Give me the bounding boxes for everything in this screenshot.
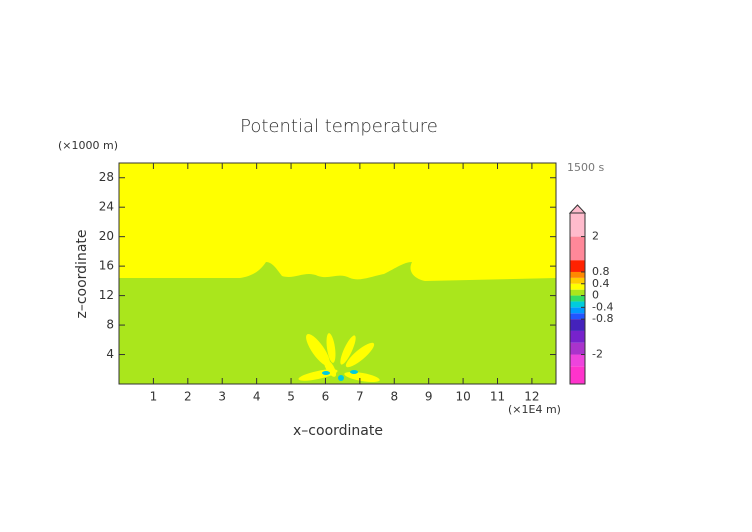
x-tick-label: 5: [287, 390, 295, 404]
colorbar-frame: [569, 212, 586, 385]
colorbar-extend: [568, 204, 587, 214]
y-tick-label: 8: [106, 318, 114, 332]
x-tick-label: 6: [322, 390, 330, 404]
colorbar-band: [570, 213, 585, 237]
colorbar-band: [570, 295, 585, 302]
colorbar-tick-label: -2: [592, 348, 603, 361]
y-tick-label: 24: [99, 200, 114, 214]
x-tick-label: 7: [356, 390, 364, 404]
colorbar-band: [570, 260, 585, 272]
y-tick-label: 12: [99, 288, 114, 302]
colorbar-band: [570, 283, 585, 290]
x-tick-label: 1: [150, 390, 158, 404]
x-tick-label: 2: [184, 390, 192, 404]
x-tick-label: 4: [253, 390, 261, 404]
x-unit: (×1E4 m): [508, 403, 561, 416]
y-tick-label: 4: [106, 347, 114, 361]
x-tick-label: 11: [490, 390, 505, 404]
colorbar-band: [570, 277, 585, 284]
colorbar-tick-label: 0.4: [592, 277, 610, 290]
x-tick-label: 10: [455, 390, 470, 404]
x-tick-label: 12: [524, 390, 539, 404]
y-tick-label: 28: [99, 170, 114, 184]
x-axis-label: x–coordinate: [293, 423, 383, 439]
colorbar-tick-label: -0.4: [592, 300, 613, 313]
y-tick-label: 20: [99, 229, 114, 243]
colorbar-band: [570, 236, 585, 261]
chart-title: Potential temperature: [240, 116, 438, 137]
colorbar-band: [570, 366, 585, 384]
colorbar-band: [570, 301, 585, 308]
colorbar-band: [570, 354, 585, 367]
colorbar-band: [570, 307, 585, 314]
colorbar-band: [570, 271, 585, 278]
x-tick-label: 8: [390, 390, 398, 404]
colorbar-tick-label: 0.8: [592, 265, 610, 278]
colorbar-band: [570, 330, 585, 343]
colorbar-band: [570, 319, 585, 331]
plume: [298, 333, 380, 383]
y-tick-label: 16: [99, 259, 114, 273]
field-lower: [119, 262, 556, 384]
x-tick-label: 9: [425, 390, 433, 404]
colorbar-tick-label: 0: [592, 289, 599, 302]
y-axis-label: z–coordinate: [74, 229, 90, 318]
plot-frame: [118, 162, 557, 385]
colorbar-band: [570, 313, 585, 320]
colorbar-tick-label: 2: [592, 230, 599, 243]
colorbar-band: [570, 342, 585, 355]
field: [119, 163, 556, 384]
colorbar-band: [570, 289, 585, 296]
colorbar-tick-label: -0.8: [592, 312, 613, 325]
plume-cold: [322, 370, 358, 381]
time-label: 1500 s: [567, 161, 604, 174]
y-unit: (×1000 m): [58, 139, 118, 152]
x-tick-label: 3: [218, 390, 226, 404]
